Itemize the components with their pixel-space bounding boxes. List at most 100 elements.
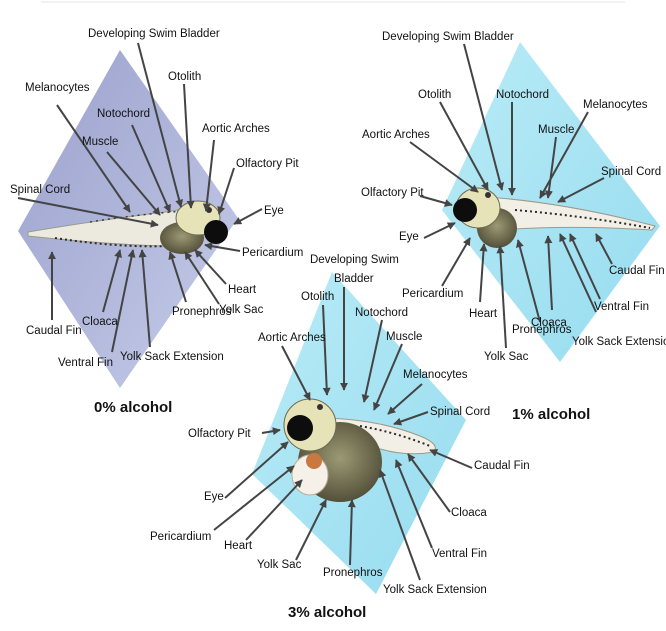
arrow	[463, 43, 505, 191]
label-otolith: Otolith	[168, 71, 201, 83]
label-aortic-arches: Aortic Arches	[362, 129, 430, 141]
arrow	[569, 233, 601, 300]
arrow	[245, 479, 303, 541]
label-yolk-sac: Yolk Sac	[219, 304, 264, 316]
arrow	[539, 111, 589, 199]
label-spinal-cord: Spinal Cord	[10, 184, 70, 196]
arrow	[233, 208, 263, 225]
arrow	[387, 383, 423, 415]
label-olfactory-pit: Olfactory Pit	[188, 428, 251, 440]
label-pericardium: Pericardium	[242, 247, 303, 259]
label-pronephros: Pronephros	[172, 306, 232, 318]
label-caudal-fin: Caudal Fin	[26, 325, 82, 337]
arrow	[347, 499, 356, 566]
arrow	[441, 237, 471, 287]
arrow	[213, 465, 295, 531]
panel-0-annotations: Developing Swim Bladder Melanocytes Noto…	[10, 28, 303, 369]
label-yolk-sac: Yolk Sac	[484, 351, 529, 363]
label-spinal-cord: Spinal Cord	[601, 166, 661, 178]
arrow	[111, 249, 136, 353]
arrow	[17, 197, 159, 228]
label-caudal-fin: Caudal Fin	[609, 265, 665, 277]
arrow	[184, 251, 220, 305]
panel-1-percent: Developing Swim Bladder Otolith Notochor…	[361, 31, 666, 423]
label-pronephros: Pronephros	[323, 567, 383, 579]
label-pericardium: Pericardium	[402, 288, 463, 300]
larva-1-percent	[453, 187, 656, 248]
panel-3-annotations: Developing Swim Bladder Otolith Notochor…	[150, 254, 530, 596]
arrow	[217, 167, 235, 215]
label-developing-swim: Developing Swim	[310, 254, 399, 266]
arrow	[202, 139, 215, 212]
arrow	[183, 83, 195, 209]
label-aortic-arches: Aortic Arches	[202, 123, 270, 135]
label-notochord: Notochord	[496, 89, 549, 101]
label-muscle: Muscle	[386, 331, 422, 343]
arrow	[544, 235, 553, 311]
arrow	[137, 42, 184, 208]
label-yolk-sack-extension: Yolk Sack Extension	[120, 351, 224, 363]
panel-0-percent: Developing Swim Bladder Melanocytes Noto…	[10, 28, 303, 416]
label-cloaca: Cloaca	[451, 507, 487, 519]
label-heart: Heart	[469, 308, 498, 320]
label-notochord: Notochord	[355, 307, 408, 319]
label-yolk-sack-extension: Yolk Sack Extension	[572, 336, 666, 348]
label-melanocytes: Melanocytes	[403, 369, 468, 381]
label-heart: Heart	[224, 540, 253, 552]
label-olfactory-pit: Olfactory Pit	[361, 187, 424, 199]
arrow	[439, 101, 489, 191]
arrow	[423, 222, 456, 239]
arrow	[544, 136, 557, 199]
arrow	[194, 249, 227, 285]
label-eye: Eye	[264, 205, 284, 217]
label-olfactory-pit: Olfactory Pit	[236, 158, 299, 170]
label-notochord: Notochord	[97, 108, 150, 120]
panel-1-annotations: Developing Swim Bladder Otolith Notochor…	[361, 31, 666, 363]
arrow	[168, 251, 187, 303]
arrow	[409, 141, 479, 193]
arrow	[419, 195, 453, 207]
label-yolk-sac: Yolk Sac	[257, 559, 302, 571]
label-ventral-fin: Ventral Fin	[58, 357, 113, 369]
arrow	[261, 427, 281, 436]
arrow	[281, 345, 311, 401]
caption-3-percent: 3% alcohol	[288, 604, 366, 621]
label-caudal-fin: Caudal Fin	[474, 460, 530, 472]
arrow	[595, 233, 613, 265]
label-aortic-arches: Aortic Arches	[258, 332, 326, 344]
arrow	[479, 243, 488, 303]
arrow	[56, 104, 131, 213]
label-eye: Eye	[399, 231, 419, 243]
arrow	[557, 177, 605, 203]
arrow	[559, 233, 597, 313]
label-pronephros: Pronephros	[512, 324, 572, 336]
caption-0-percent: 0% alcohol	[94, 399, 172, 416]
label-otolith: Otolith	[418, 89, 451, 101]
arrow	[131, 124, 171, 213]
label-melanocytes: Melanocytes	[25, 82, 90, 94]
arrow	[407, 453, 451, 513]
label-otolith: Otolith	[301, 291, 334, 303]
label-yolk-sack-extension: Yolk Sack Extension	[383, 584, 487, 596]
label-developing-swim-bladder: Developing Swim Bladder	[382, 31, 514, 43]
label-eye: Eye	[204, 491, 224, 503]
arrow	[378, 469, 421, 581]
label-ventral-fin: Ventral Fin	[432, 548, 487, 560]
arrow	[106, 151, 161, 216]
arrow	[429, 449, 473, 469]
arrow	[516, 239, 541, 323]
arrow	[361, 319, 383, 403]
arrow	[138, 249, 151, 348]
label-developing-swim-bladder: Developing Swim Bladder	[88, 28, 220, 40]
label-bladder: Bladder	[334, 273, 374, 285]
panel-1-backdrop	[442, 42, 660, 362]
panel-3-percent: Developing Swim Bladder Otolith Notochor…	[150, 254, 530, 621]
arrow	[373, 343, 403, 411]
label-melanocytes: Melanocytes	[583, 99, 648, 111]
arrow	[322, 304, 331, 396]
label-cloaca: Cloaca	[82, 316, 118, 328]
label-muscle: Muscle	[82, 136, 118, 148]
arrow	[295, 499, 327, 561]
arrow	[395, 459, 433, 549]
